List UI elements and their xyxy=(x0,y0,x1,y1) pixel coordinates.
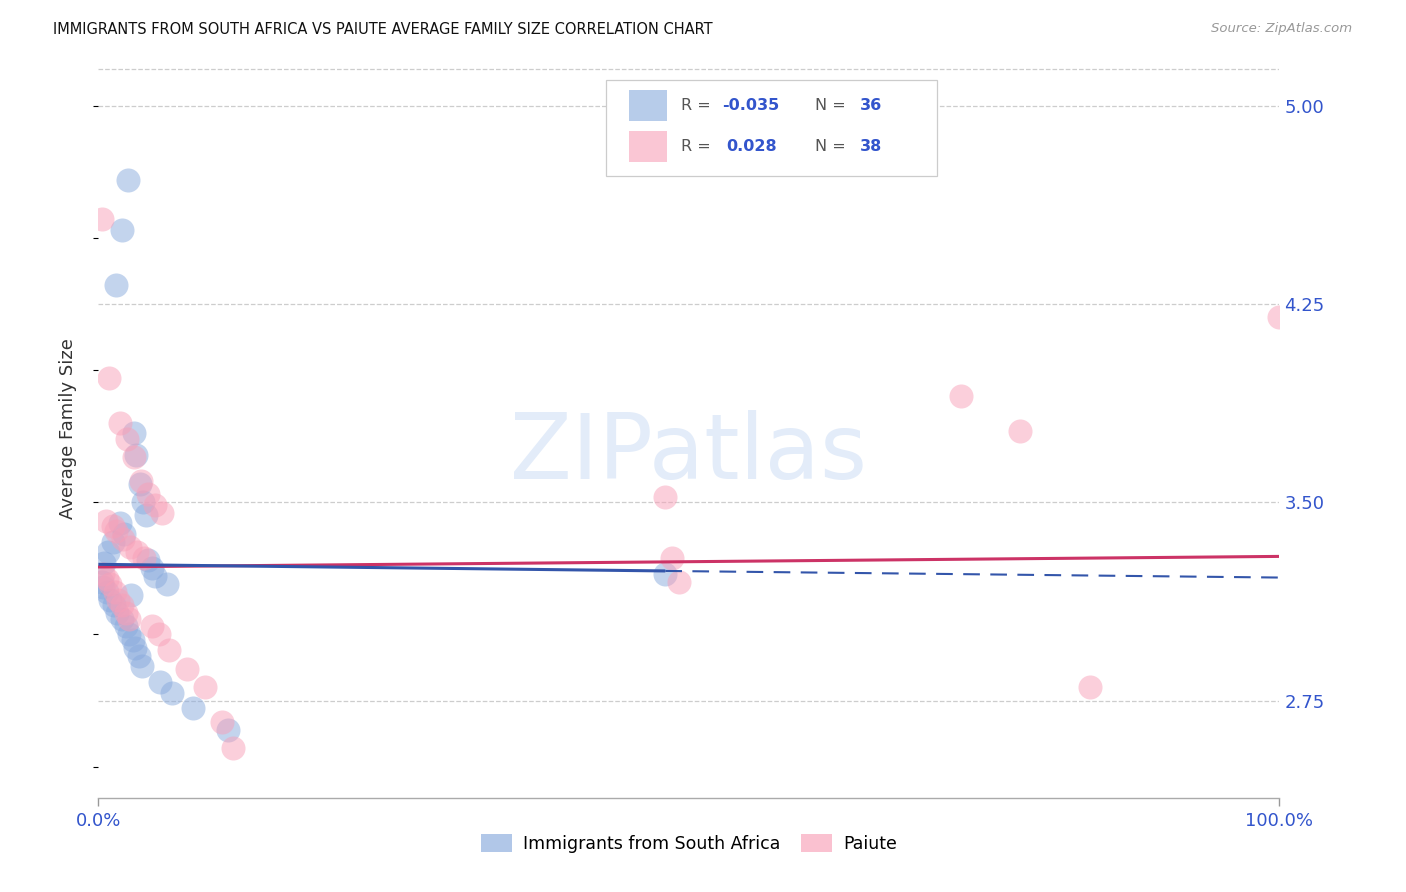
Text: IMMIGRANTS FROM SOUTH AFRICA VS PAIUTE AVERAGE FAMILY SIZE CORRELATION CHART: IMMIGRANTS FROM SOUTH AFRICA VS PAIUTE A… xyxy=(53,22,713,37)
Text: 38: 38 xyxy=(860,139,883,154)
Point xyxy=(96,585,118,599)
Point xyxy=(134,550,156,565)
Point xyxy=(141,619,163,633)
Point xyxy=(114,606,136,620)
Point xyxy=(111,223,134,237)
Text: 36: 36 xyxy=(860,98,883,113)
Point xyxy=(108,516,131,531)
Point xyxy=(112,527,135,541)
Point xyxy=(101,534,124,549)
Point xyxy=(117,172,139,186)
Point xyxy=(118,611,141,625)
Point xyxy=(149,675,172,690)
Point xyxy=(105,524,128,539)
Point xyxy=(94,514,117,528)
Point xyxy=(98,593,121,607)
Point xyxy=(127,545,149,559)
Text: N =: N = xyxy=(815,98,851,113)
Point xyxy=(211,714,233,729)
Point xyxy=(129,474,152,488)
Point xyxy=(122,450,145,465)
Point xyxy=(654,566,676,581)
Point xyxy=(104,585,127,599)
Point xyxy=(115,432,138,446)
Point xyxy=(148,627,170,641)
Point xyxy=(128,648,150,663)
Text: N =: N = xyxy=(815,139,851,154)
Point xyxy=(121,588,143,602)
Bar xyxy=(628,131,666,162)
Text: Source: ZipAtlas.com: Source: ZipAtlas.com xyxy=(1212,22,1353,36)
Point xyxy=(97,545,120,559)
Point xyxy=(143,498,166,512)
Point xyxy=(111,611,134,625)
Point xyxy=(136,487,159,501)
Point xyxy=(118,627,141,641)
Point xyxy=(98,371,121,385)
Point xyxy=(108,416,131,430)
Point xyxy=(668,574,690,589)
Point xyxy=(136,553,159,567)
Point xyxy=(176,662,198,676)
Legend: Immigrants from South Africa, Paiute: Immigrants from South Africa, Paiute xyxy=(474,828,904,860)
Point xyxy=(107,593,129,607)
Point xyxy=(217,723,239,737)
Point xyxy=(141,561,163,575)
Point xyxy=(105,278,128,293)
Point xyxy=(96,572,118,586)
Point xyxy=(111,599,134,613)
Point xyxy=(98,577,121,591)
Point xyxy=(103,599,125,613)
Point xyxy=(91,212,114,227)
Point xyxy=(157,643,180,657)
Point xyxy=(222,741,245,756)
Point xyxy=(121,632,143,647)
Point xyxy=(135,508,157,523)
Y-axis label: Average Family Size: Average Family Size xyxy=(59,338,77,518)
Point xyxy=(112,532,135,546)
Point xyxy=(131,659,153,673)
Point xyxy=(1268,310,1291,324)
Point xyxy=(160,685,183,699)
Point xyxy=(122,426,145,441)
Text: R =: R = xyxy=(681,98,716,113)
Bar xyxy=(628,90,666,121)
Point xyxy=(949,389,972,403)
Point xyxy=(1008,424,1031,438)
Point xyxy=(114,619,136,633)
Point xyxy=(143,569,166,583)
Text: R =: R = xyxy=(681,139,721,154)
FancyBboxPatch shape xyxy=(606,80,936,177)
Point xyxy=(661,550,683,565)
Point xyxy=(1080,680,1102,694)
Point xyxy=(93,556,115,570)
Point xyxy=(105,606,128,620)
Point xyxy=(181,701,204,715)
Point xyxy=(150,506,173,520)
Point xyxy=(91,566,114,581)
Point xyxy=(91,580,114,594)
Point xyxy=(91,574,114,589)
Text: ZIPatlas: ZIPatlas xyxy=(510,410,868,498)
Point xyxy=(128,476,150,491)
Point xyxy=(132,495,155,509)
Text: -0.035: -0.035 xyxy=(723,98,779,113)
Point xyxy=(654,490,676,504)
Point xyxy=(124,640,146,655)
Text: 0.028: 0.028 xyxy=(727,139,778,154)
Point xyxy=(156,577,179,591)
Point xyxy=(101,519,124,533)
Point xyxy=(125,448,148,462)
Point xyxy=(120,540,142,554)
Point xyxy=(194,680,217,694)
